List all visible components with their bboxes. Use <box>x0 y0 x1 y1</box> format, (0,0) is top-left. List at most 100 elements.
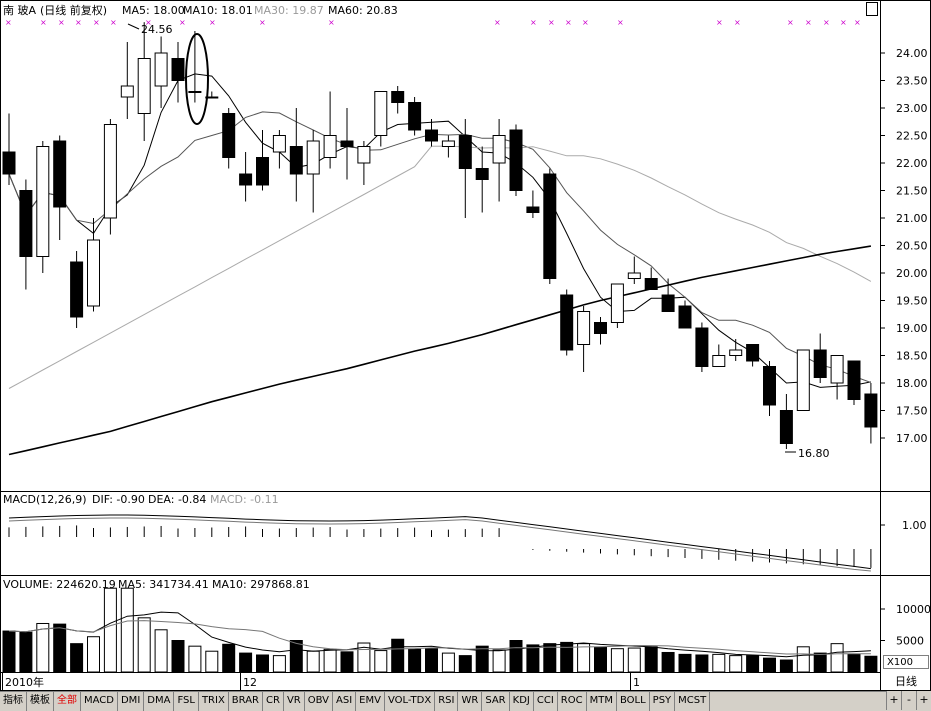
tab-[interactable]: 指标 <box>0 692 27 711</box>
signal-marker: × <box>548 18 555 27</box>
tab-fsl[interactable]: FSL <box>174 692 199 711</box>
signal-marker: × <box>494 18 501 27</box>
volume-bar-down <box>19 631 33 673</box>
panel-toggle-button[interactable] <box>866 2 878 16</box>
volume-bar-up <box>188 645 202 673</box>
ma60-line <box>8 245 872 456</box>
ma30-value: MA30: 19.87 <box>254 4 324 17</box>
tab-mtm[interactable]: MTM <box>587 692 617 711</box>
volume-bar-down <box>458 655 472 673</box>
volume-bar-down <box>813 652 827 673</box>
signal-marker: × <box>823 18 830 27</box>
candle-down <box>864 393 878 428</box>
volume-bar-up <box>796 646 810 673</box>
tab-kdj[interactable]: KDJ <box>510 692 534 711</box>
signal-marker: × <box>805 18 812 27</box>
macd-value: MACD: -0.11 <box>210 493 279 506</box>
candle-down <box>289 146 303 175</box>
candle-up <box>154 52 168 87</box>
price-tick-label: 17.50 <box>896 405 928 418</box>
tab-obv[interactable]: OBV <box>305 692 333 711</box>
volume-bar-down <box>509 640 523 673</box>
signal-marker: × <box>145 18 152 27</box>
tab-cr[interactable]: CR <box>263 692 284 711</box>
tab-wr[interactable]: WR <box>458 692 483 711</box>
candle-down <box>391 91 405 103</box>
volume-bar-down <box>289 640 303 673</box>
tab-mcst[interactable]: MCST <box>675 692 711 711</box>
price-tick-label: 20.00 <box>896 267 928 280</box>
zoom-in-button[interactable]: + <box>916 691 931 710</box>
candle-down <box>661 294 675 312</box>
macd-dif: DIF: -0.90 <box>92 493 145 506</box>
highlight-ellipse <box>185 33 209 125</box>
candle-up <box>492 135 506 164</box>
tab-roc[interactable]: ROC <box>558 692 587 711</box>
tab-dma[interactable]: DMA <box>144 692 175 711</box>
tab-[interactable]: 模板 <box>27 692 54 711</box>
tab-vr[interactable]: VR <box>284 692 305 711</box>
ma5-line <box>8 73 871 388</box>
volume-bar-down <box>171 640 185 673</box>
volume-bar-up <box>492 649 506 673</box>
volume-title: VOLUME: 224620.19 <box>3 578 116 591</box>
signal-marker: × <box>854 18 861 27</box>
tab-boll[interactable]: BOLL <box>617 692 650 711</box>
candle-down <box>560 294 574 351</box>
volume-bar-down <box>425 648 438 673</box>
tab-dmi[interactable]: DMI <box>118 692 145 711</box>
volume-bar-down <box>475 645 489 673</box>
tab-asi[interactable]: ASI <box>333 692 357 711</box>
candle-down <box>53 140 67 208</box>
tab-voltdx[interactable]: VOL-TDX <box>385 692 436 711</box>
tab-[interactable]: 全部 <box>54 692 81 711</box>
zoom-out-button[interactable]: - <box>901 691 916 710</box>
volume-bar-down <box>222 643 236 673</box>
candle-down <box>19 190 33 257</box>
signal-marker: × <box>787 18 794 27</box>
tab-cci[interactable]: CCI <box>534 692 558 711</box>
volume-bar-up <box>610 648 624 673</box>
signal-marker: × <box>40 18 47 27</box>
tab-brar[interactable]: BRAR <box>229 692 263 711</box>
candle-down <box>458 135 472 169</box>
tab-emv[interactable]: EMV <box>356 692 385 711</box>
tab-rsi[interactable]: RSI <box>435 692 459 711</box>
candle-down <box>2 151 16 175</box>
candle-up <box>441 140 455 147</box>
zoom-controls: + - + <box>886 691 931 710</box>
signal-marker: × <box>840 18 847 27</box>
candle-up <box>188 91 202 93</box>
volume-bar-down <box>864 655 878 673</box>
candle-down <box>171 58 185 81</box>
candle-down <box>256 157 269 186</box>
zoom-in-button[interactable]: + <box>886 691 901 710</box>
volume-bar-down <box>526 644 540 673</box>
candle-down <box>678 305 692 329</box>
signal-marker: × <box>110 18 117 27</box>
price-tick-label: 18.00 <box>896 377 928 390</box>
signal-marker: × <box>565 18 572 27</box>
candle-down <box>695 327 709 367</box>
tab-psy[interactable]: PSY <box>650 692 676 711</box>
signal-marker: × <box>530 18 537 27</box>
volume-bar-up <box>729 655 743 673</box>
tab-sar[interactable]: SAR <box>482 692 510 711</box>
candle-down <box>475 168 489 180</box>
volume-ma5: MA5: 341734.41 <box>118 578 209 591</box>
volume-bar-down <box>560 641 574 673</box>
candle-down <box>239 173 253 186</box>
price-axis: 24.00 23.50 23.00 22.50 22.00 21.50 21.00 20.50… <box>880 47 928 445</box>
candle-down <box>425 129 438 142</box>
candle-down <box>340 140 354 147</box>
ma60-value: MA60: 20.83 <box>328 4 398 17</box>
ma5-value: MA5: 18.00 <box>122 4 185 17</box>
tab-macd[interactable]: MACD <box>81 692 118 711</box>
candle-down <box>594 322 607 334</box>
macd-dea-line <box>8 517 871 572</box>
candle-up <box>627 272 641 279</box>
candle-up <box>830 355 844 384</box>
period-selector[interactable]: 日线 <box>895 675 917 688</box>
tab-trix[interactable]: TRIX <box>199 692 229 711</box>
